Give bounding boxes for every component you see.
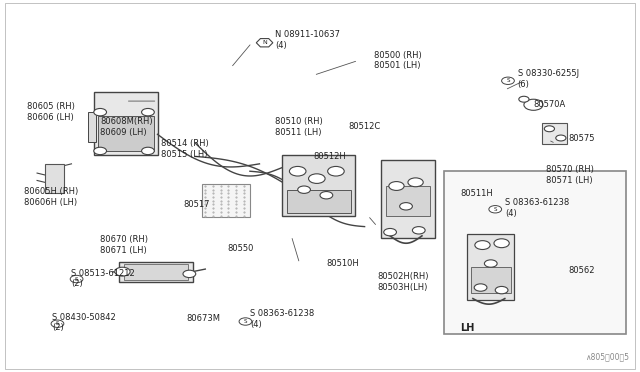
- Circle shape: [556, 135, 566, 141]
- Bar: [94, 92, 157, 155]
- Text: 80517: 80517: [183, 200, 209, 209]
- Circle shape: [524, 99, 543, 110]
- Bar: [381, 160, 435, 238]
- Text: N 08911-10637
(4): N 08911-10637 (4): [275, 31, 340, 50]
- Text: 80608M(RH)
80609 (LH): 80608M(RH) 80609 (LH): [100, 117, 153, 137]
- Bar: [99, 116, 154, 151]
- Text: 80550: 80550: [228, 244, 254, 253]
- Circle shape: [94, 147, 106, 155]
- Text: 80673M: 80673M: [186, 314, 220, 323]
- Text: 80512H: 80512H: [314, 152, 346, 161]
- Circle shape: [389, 182, 404, 190]
- Text: 80512C: 80512C: [349, 122, 381, 131]
- Text: S 08513-61212
(2): S 08513-61212 (2): [72, 269, 135, 288]
- Bar: [124, 264, 188, 280]
- Circle shape: [484, 260, 497, 267]
- Text: S: S: [244, 319, 247, 324]
- Circle shape: [51, 320, 64, 327]
- Bar: [202, 184, 250, 217]
- Text: 80670 (RH)
80671 (LH): 80670 (RH) 80671 (LH): [100, 235, 148, 255]
- Text: 80570 (RH)
80571 (LH): 80570 (RH) 80571 (LH): [546, 165, 594, 185]
- Circle shape: [495, 286, 508, 294]
- Circle shape: [489, 206, 502, 213]
- Circle shape: [183, 270, 196, 278]
- Circle shape: [412, 227, 425, 234]
- Circle shape: [494, 239, 509, 248]
- Circle shape: [289, 166, 306, 176]
- Circle shape: [298, 186, 310, 193]
- Polygon shape: [256, 39, 273, 47]
- Text: S 08363-61238
(4): S 08363-61238 (4): [505, 198, 569, 218]
- Text: S 08363-61238
(4): S 08363-61238 (4): [250, 309, 314, 328]
- Circle shape: [502, 77, 515, 84]
- Bar: [287, 190, 351, 212]
- Text: 80502H(RH)
80503H(LH): 80502H(RH) 80503H(LH): [378, 272, 429, 292]
- Circle shape: [384, 228, 396, 236]
- Circle shape: [94, 109, 106, 116]
- Text: ∧805（00：5: ∧805（00：5: [585, 352, 629, 361]
- Circle shape: [141, 109, 154, 116]
- Circle shape: [308, 174, 325, 183]
- Circle shape: [70, 275, 83, 283]
- Bar: [386, 186, 430, 215]
- Text: S 08330-6255J
(6): S 08330-6255J (6): [518, 69, 579, 89]
- Bar: [119, 262, 193, 282]
- Circle shape: [328, 166, 344, 176]
- Circle shape: [141, 147, 154, 155]
- Bar: [88, 112, 96, 142]
- Circle shape: [399, 203, 412, 210]
- Circle shape: [475, 241, 490, 250]
- Text: 80562: 80562: [568, 266, 595, 275]
- Text: LH: LH: [460, 323, 475, 333]
- Text: 80500 (RH)
80501 (LH): 80500 (RH) 80501 (LH): [374, 51, 422, 70]
- Text: S 08430-50842
(2): S 08430-50842 (2): [52, 313, 116, 332]
- Bar: [471, 267, 511, 293]
- Text: 80605H (RH)
80606H (LH): 80605H (RH) 80606H (LH): [24, 187, 78, 207]
- Text: 80605 (RH)
80606 (LH): 80605 (RH) 80606 (LH): [27, 102, 75, 122]
- Text: 80575: 80575: [568, 134, 595, 142]
- Text: N: N: [262, 40, 267, 45]
- Circle shape: [474, 284, 487, 291]
- Text: 80510 (RH)
80511 (LH): 80510 (RH) 80511 (LH): [275, 117, 323, 137]
- Bar: [444, 171, 626, 334]
- Text: 80510H: 80510H: [326, 259, 359, 268]
- Circle shape: [239, 318, 252, 325]
- Text: 80514 (RH)
80515 (LH): 80514 (RH) 80515 (LH): [161, 140, 209, 159]
- Bar: [541, 123, 567, 144]
- Bar: [467, 234, 515, 301]
- Text: 80570A: 80570A: [534, 100, 566, 109]
- Circle shape: [544, 126, 554, 132]
- Circle shape: [320, 192, 333, 199]
- Bar: [45, 164, 64, 193]
- Circle shape: [519, 96, 529, 102]
- Text: S: S: [506, 78, 509, 83]
- Circle shape: [408, 178, 423, 187]
- Text: S: S: [493, 207, 497, 212]
- Bar: [282, 155, 355, 215]
- Text: 80511H: 80511H: [460, 189, 493, 198]
- Text: S: S: [56, 321, 60, 326]
- Circle shape: [115, 267, 130, 276]
- Text: S: S: [75, 276, 78, 282]
